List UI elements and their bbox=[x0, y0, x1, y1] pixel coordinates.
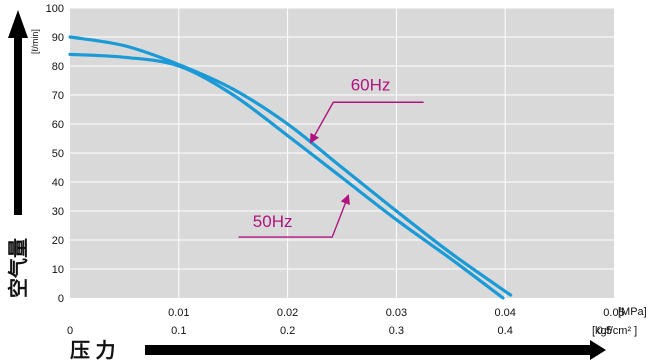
x-tick-label-kgf: 0.4 bbox=[498, 325, 513, 337]
x-tick-label-kgf: 0.2 bbox=[280, 325, 295, 337]
x-tick-label-mpa: 0.02 bbox=[277, 307, 298, 319]
series-annotations: 60Hz 50Hz bbox=[238, 76, 424, 238]
x-tick-label-mpa: 0.03 bbox=[386, 307, 407, 319]
y-tick-label: 0 bbox=[58, 293, 64, 305]
x-tick-label-kgf: 0.1 bbox=[171, 325, 186, 337]
y-axis-arrow-icon bbox=[8, 10, 28, 215]
y-axis-unit: [ℓ/min] bbox=[30, 29, 40, 54]
x-tick-label-kgf: 0.3 bbox=[389, 325, 404, 337]
x-tick-label-mpa: 0.01 bbox=[168, 307, 189, 319]
y-axis-title: 空气量 bbox=[6, 238, 30, 298]
y-tick-label: 30 bbox=[52, 206, 64, 218]
series-curves bbox=[68, 35, 513, 300]
x-axis-unit-kgf: [kgf/cm² ] bbox=[592, 325, 637, 337]
annotation-leader-50hz bbox=[238, 194, 350, 238]
series-line-60hz bbox=[68, 35, 513, 297]
series-label-60hz: 60Hz bbox=[351, 76, 391, 95]
y-tick-label: 70 bbox=[52, 90, 64, 102]
y-tick-label: 10 bbox=[52, 264, 64, 276]
y-tick-label: 100 bbox=[46, 3, 64, 15]
x-tick-label-kgf: 0 bbox=[67, 325, 73, 337]
y-tick-label: 80 bbox=[52, 61, 64, 73]
x-tick-label-mpa: 0.04 bbox=[494, 307, 515, 319]
series-label-50hz: 50Hz bbox=[253, 212, 293, 231]
x-tick-label-mpa: 0.05 bbox=[603, 307, 624, 319]
y-tick-label: 40 bbox=[52, 177, 64, 189]
x-axis-title: 压 力 bbox=[70, 339, 116, 362]
x-axis-unit-mpa: [MPa] bbox=[618, 306, 647, 318]
y-tick-labels: 0 10 20 30 40 50 60 70 80 90 100 bbox=[46, 3, 64, 305]
y-tick-label: 60 bbox=[52, 119, 64, 131]
y-tick-label: 90 bbox=[52, 32, 64, 44]
x-tick-label-kgf: 0.5 bbox=[597, 325, 612, 337]
x-tick-labels: 0.01 0.02 0.03 0.04 0.05 0 0.1 0.2 0.3 0.4 0.5 bbox=[67, 307, 625, 337]
annotation-leader-60hz bbox=[309, 101, 424, 144]
y-tick-label: 20 bbox=[52, 235, 64, 247]
series-line-50hz bbox=[68, 52, 505, 300]
y-tick-label: 50 bbox=[52, 148, 64, 160]
x-axis-arrow-icon bbox=[145, 340, 606, 360]
